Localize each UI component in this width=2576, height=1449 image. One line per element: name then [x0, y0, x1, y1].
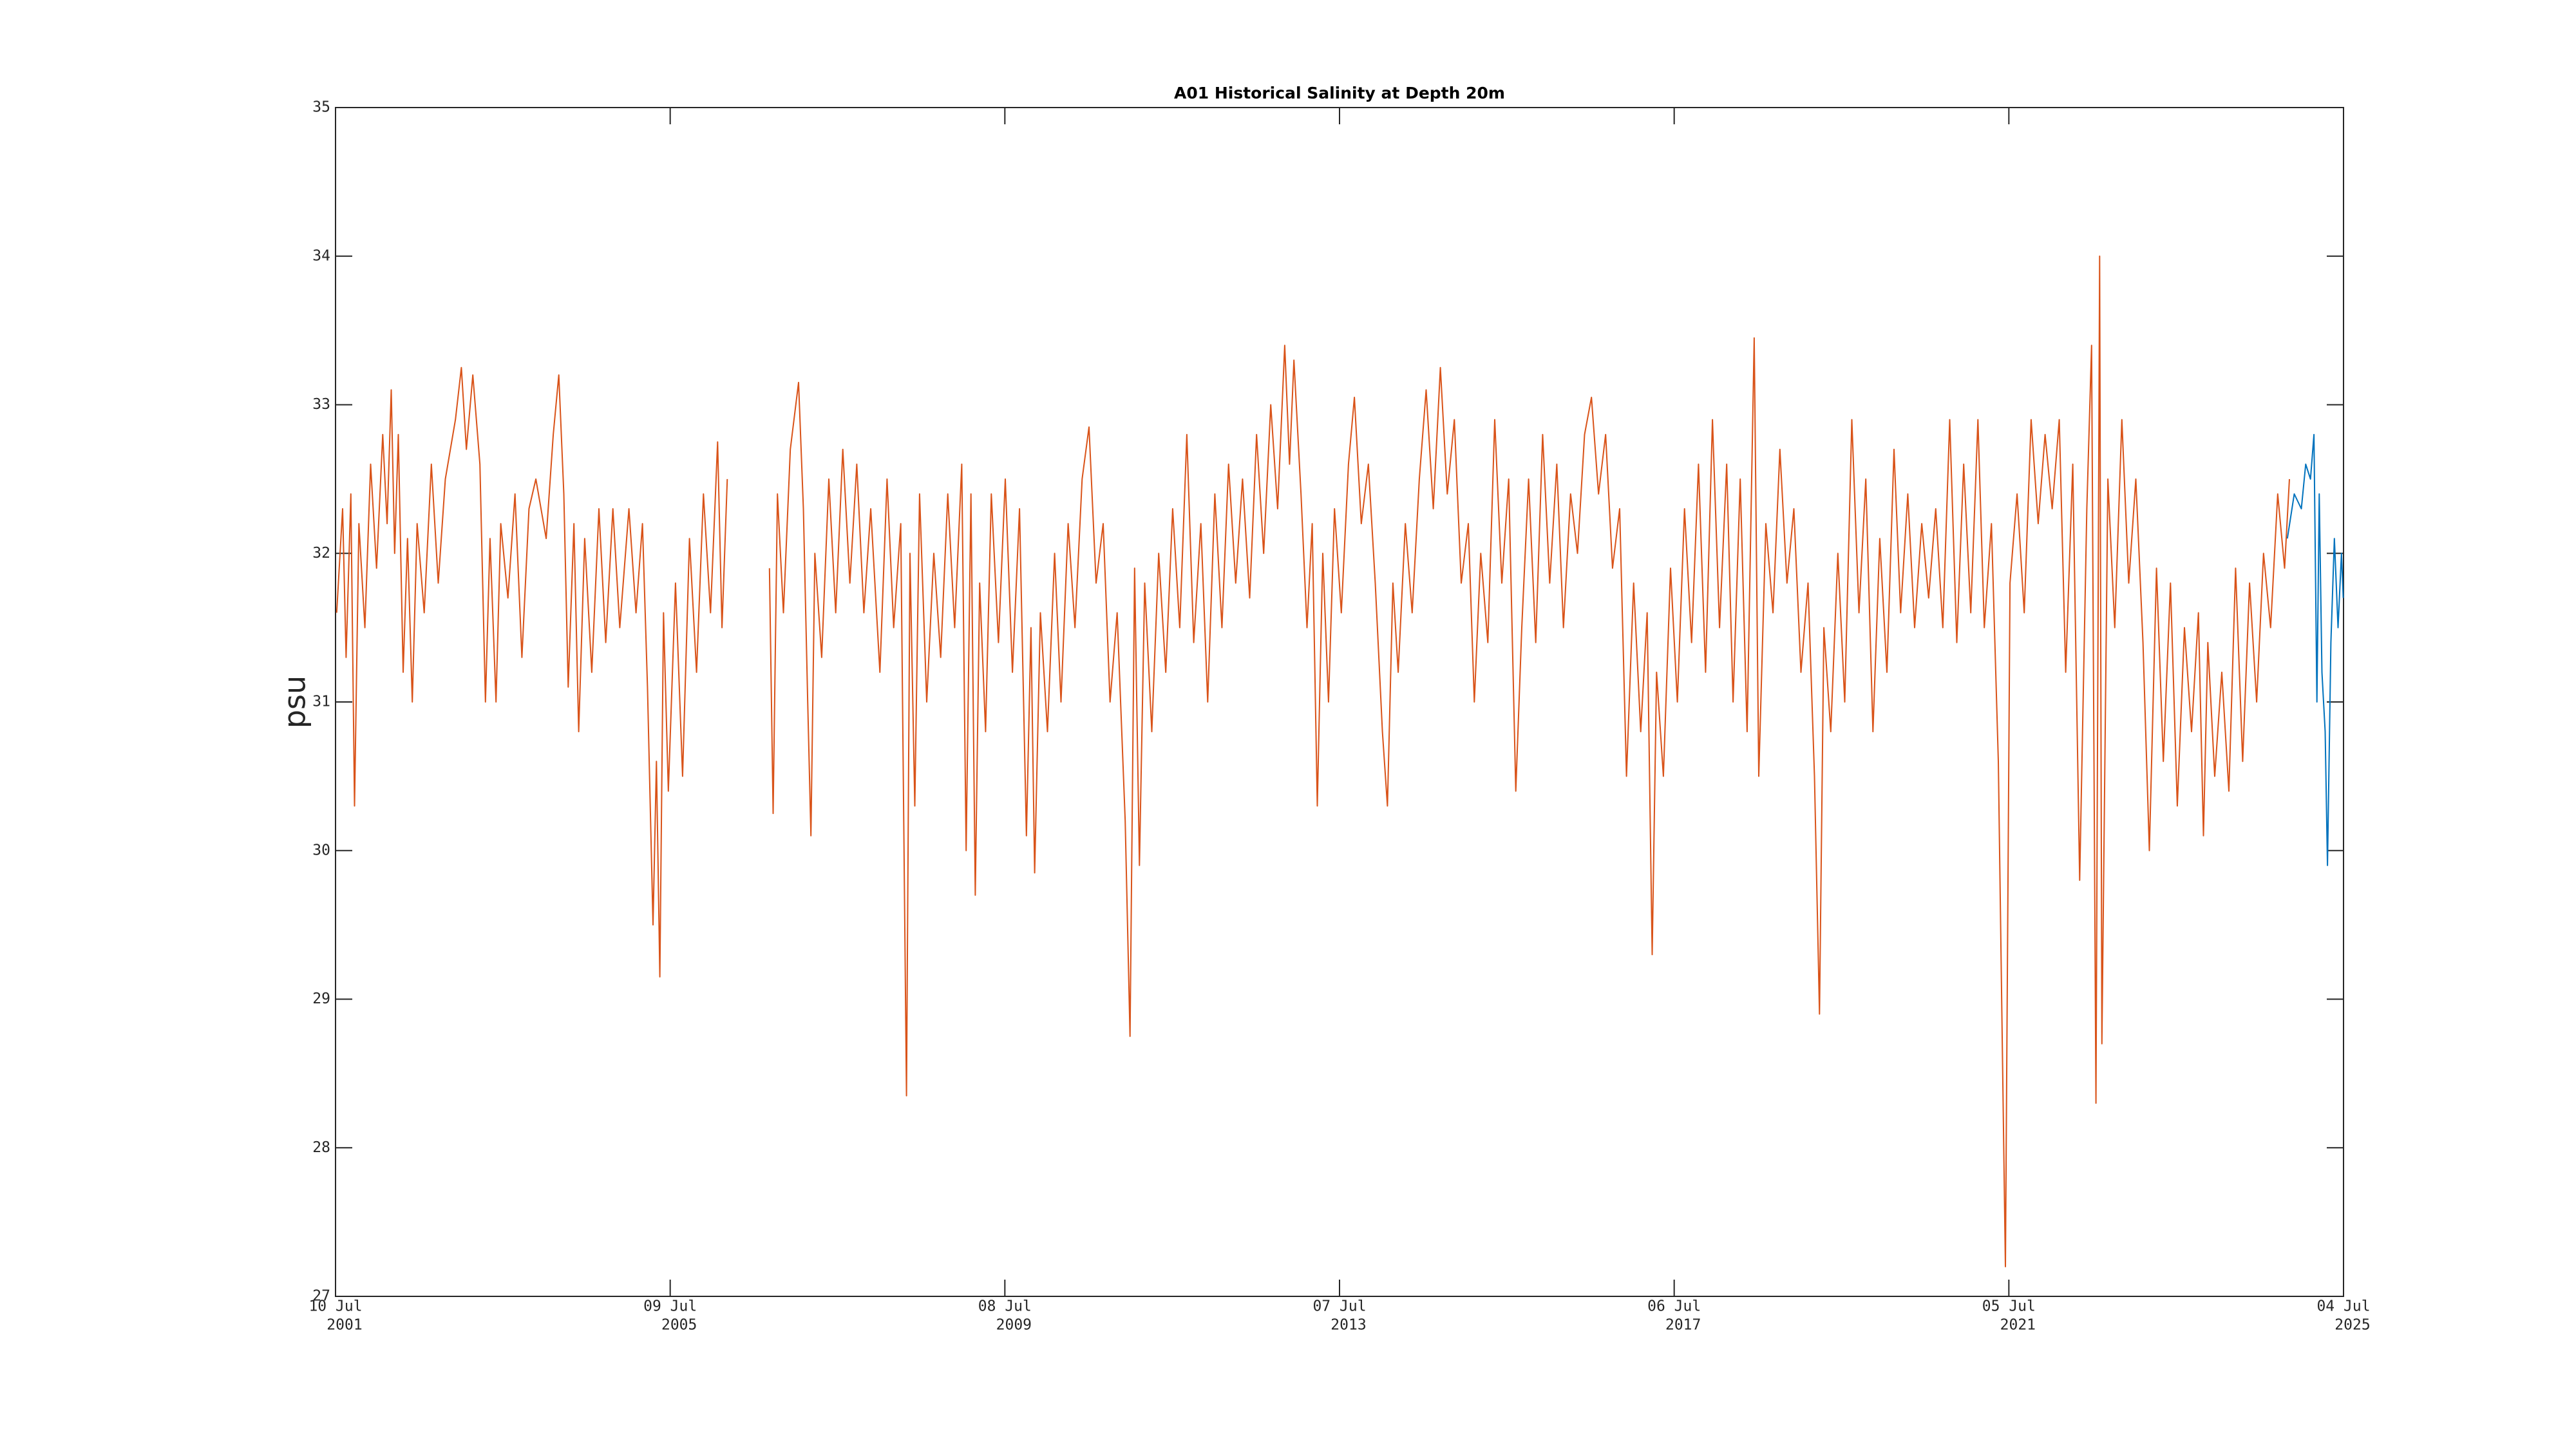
y-tick-label: 34: [312, 247, 330, 264]
x-tick-label: 2013: [1331, 1317, 1366, 1334]
data-line: [2286, 433, 2344, 866]
x-tick-label: 2005: [661, 1317, 697, 1334]
y-tick-label: 27: [312, 1288, 330, 1305]
x-tick-label: 06 Jul: [1647, 1298, 1701, 1315]
data-line: [336, 255, 2290, 1267]
y-tick-label: 35: [312, 99, 330, 116]
x-tick-label: 07 Jul: [1312, 1298, 1366, 1315]
x-tick-label: 04 Jul: [2316, 1298, 2370, 1315]
y-tick-label: 29: [312, 990, 330, 1007]
x-tick-label: 09 Jul: [643, 1298, 697, 1315]
x-tick-label: 2025: [2334, 1317, 2370, 1334]
x-tick-label: 2017: [1665, 1317, 1701, 1334]
y-tick-label: 28: [312, 1139, 330, 1156]
y-axis-label: psu: [278, 676, 312, 728]
x-tick-label: 10 Jul: [308, 1298, 362, 1315]
plot-area: [335, 107, 2344, 1297]
x-tick-label: 2009: [996, 1317, 1032, 1334]
y-tick-label: 33: [312, 396, 330, 413]
chart-title: A01 Historical Salinity at Depth 20m: [1174, 84, 1505, 102]
y-tick-label: 31: [312, 694, 330, 710]
x-tick-label: 08 Jul: [978, 1298, 1032, 1315]
y-tick-label: 32: [312, 545, 330, 562]
x-tick-label: 2001: [327, 1317, 362, 1334]
x-tick-label: 05 Jul: [1982, 1298, 2036, 1315]
y-tick-label: 30: [312, 842, 330, 858]
x-tick-label: 2021: [2000, 1317, 2036, 1334]
